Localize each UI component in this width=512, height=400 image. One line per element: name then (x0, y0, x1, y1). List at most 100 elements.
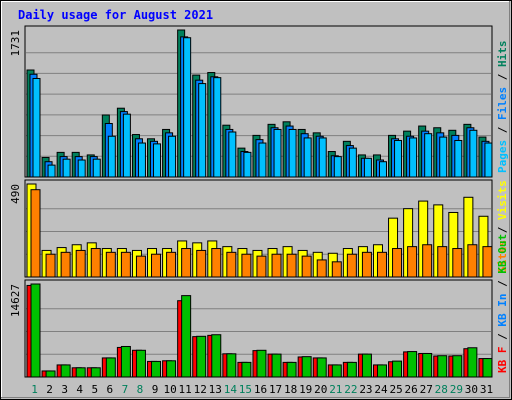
x-tick-label: 2 (46, 383, 53, 396)
bar-kb-out (256, 349, 267, 378)
bar-pages (303, 137, 312, 178)
bar-sites (256, 255, 267, 278)
bar-kb-out (105, 357, 116, 378)
bar-pages (409, 137, 418, 178)
bar-sites (467, 244, 478, 278)
legend-separator: / (496, 274, 509, 294)
bar-sites (135, 255, 146, 278)
x-tick-label: 10 (163, 383, 176, 396)
x-tick-label: 11 (179, 383, 192, 396)
bar-sites (196, 249, 207, 278)
bar-kb-out (181, 295, 192, 378)
bar-sites (75, 249, 86, 278)
bar-kb-out (166, 360, 177, 378)
bar-pages (318, 137, 327, 178)
x-tick-label: 24 (374, 383, 388, 396)
bar-kb-out (316, 357, 327, 378)
bar-sites (241, 253, 252, 278)
bar-kb-out (301, 356, 312, 378)
y-axis-max-label: 490 (9, 184, 22, 204)
bar-kb-out (60, 364, 71, 378)
x-tick-label: 20 (314, 383, 327, 396)
legend-text: Sites / Visits (496, 180, 509, 273)
bar-kb-out (286, 361, 297, 378)
bar-pages (243, 151, 252, 178)
bar-sites (211, 248, 222, 278)
panel-kb-in-out: 14627 KB F / KB In / KB Out (9, 234, 509, 378)
bar-kb-out (271, 353, 282, 378)
bar-pages (454, 139, 463, 178)
bar-pages (273, 128, 282, 178)
x-tick-label: 27 (420, 383, 433, 396)
bar-pages (213, 77, 222, 178)
legend: Sites / Visits (496, 180, 509, 273)
panel-hits-files-pages: 1731 Pages / Files / Hits (9, 25, 509, 178)
bar-sites (422, 244, 433, 278)
panel-visits-sites: 490 Sites / Visits (9, 179, 509, 278)
bar-kb-out (151, 360, 162, 378)
bar-kb-out (75, 367, 86, 378)
bar-kb-out (226, 353, 237, 378)
bar-pages (107, 135, 116, 178)
bar-kb-out (196, 335, 207, 378)
x-tick-label: 5 (91, 383, 98, 396)
bar-sites (301, 255, 312, 278)
bar-pages (439, 136, 448, 178)
legend-entry: Hits (496, 41, 509, 68)
x-tick-label: 17 (269, 383, 282, 396)
bar-pages (137, 142, 146, 178)
bar-sites (286, 253, 297, 278)
bar-kb-out (30, 283, 41, 378)
bar-pages (228, 131, 237, 178)
chart-title: Daily usage for August 2021 (18, 8, 213, 22)
legend-entry: Pages (496, 140, 509, 173)
bar-kb-out (90, 367, 101, 378)
x-tick-label: 19 (299, 383, 312, 396)
bar-pages (153, 143, 162, 178)
x-tick-label: 18 (284, 383, 297, 396)
y-axis-max-label: 1731 (9, 30, 22, 57)
bar-pages (394, 139, 403, 178)
bar-sites (392, 248, 403, 278)
x-tick-label: 9 (152, 383, 159, 396)
bar-sites (361, 251, 372, 278)
bar-sites (452, 248, 463, 278)
x-tick-label: 21 (329, 383, 342, 396)
bar-pages (363, 157, 372, 178)
bar-pages (348, 147, 357, 178)
bar-kb-out (376, 364, 387, 378)
legend-text: Pages / Files / Hits (496, 41, 509, 174)
bar-kb-out (407, 351, 418, 378)
bar-sites (407, 246, 418, 278)
x-tick-label: 1 (31, 383, 38, 396)
legend-text: KB F / KB In / KB Out (496, 234, 509, 373)
bar-pages (288, 128, 297, 178)
bar-pages (32, 77, 41, 178)
legend-separator: / (496, 327, 509, 347)
legend-entry: Sites (496, 240, 509, 273)
bar-kb-out (331, 364, 342, 378)
bar-pages (198, 83, 207, 178)
x-tick-label: 22 (344, 383, 357, 396)
x-tick-label: 4 (76, 383, 83, 396)
bar-kb-out (45, 370, 56, 378)
bar-pages (77, 159, 86, 178)
bar-sites (437, 246, 448, 278)
bar-kb-out (482, 358, 493, 378)
bar-kb-out (211, 334, 222, 378)
legend-separator: / (496, 120, 509, 140)
x-tick-label: 15 (239, 383, 252, 396)
bar-pages (47, 164, 56, 178)
bar-pages (333, 156, 342, 178)
x-axis-labels: 1 2 3 4 5 6 7 8 9 10 11 12 13 14 15 16 17 18 19 20 21 22 23 24 2… (31, 383, 493, 396)
x-tick-label: 31 (480, 383, 493, 396)
y-axis-max-label: 14627 (9, 284, 22, 317)
x-tick-label: 13 (209, 383, 222, 396)
bar-sites (166, 251, 177, 278)
bar-pages (92, 158, 101, 178)
chart-panels: 1731 Pages / Files / Hits 490 Sites / Visit… (9, 25, 509, 378)
bar-pages (378, 161, 387, 178)
bar-sites (316, 259, 327, 278)
